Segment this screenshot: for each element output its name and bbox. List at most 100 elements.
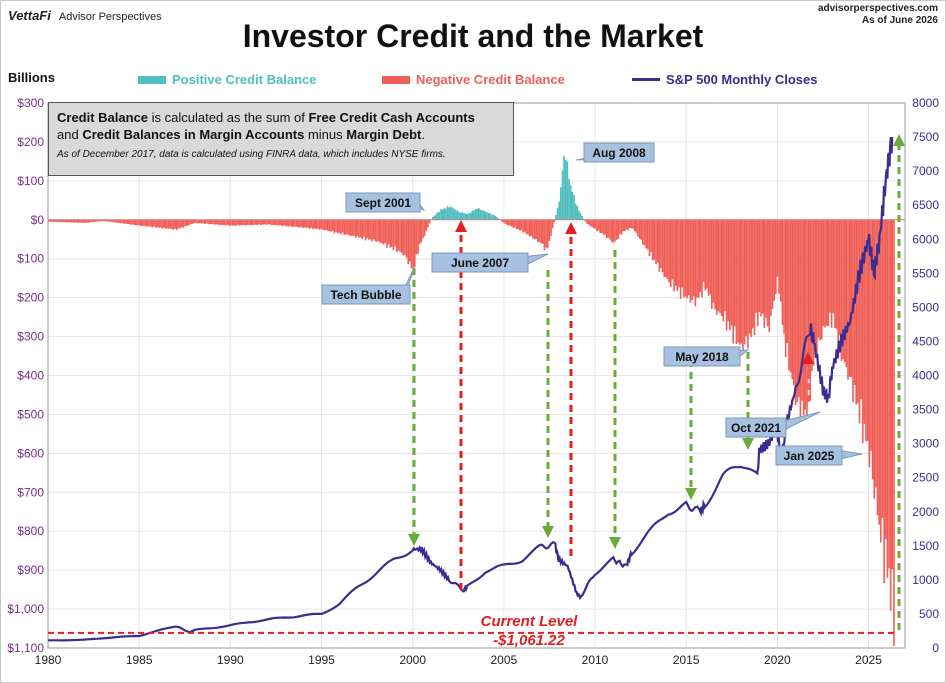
negative-credit-bar [794,219,797,405]
left-tick-label: $0 [31,213,45,227]
negative-credit-bar [97,219,99,222]
negative-credit-bar [331,219,334,231]
negative-credit-bar [706,219,708,289]
info-note: As of December 2017, data is calculated … [57,149,446,160]
positive-credit-bar [481,210,483,220]
x-tick-label: 1985 [126,653,153,667]
negative-credit-bar [80,219,83,223]
negative-credit-bar [619,219,621,235]
positive-credit-bar [448,207,451,220]
negative-credit-bar [592,219,595,229]
negative-credit-bar [351,219,354,236]
negative-credit-bar [622,219,625,232]
positive-credit-bar [458,211,460,220]
negative-credit-bar [674,219,677,286]
negative-credit-bar [325,219,327,231]
info-text-3: minus [304,127,347,142]
negative-credit-bar [735,219,738,345]
negative-credit-bar [59,219,62,223]
negative-credit-bar [694,219,697,307]
may-2018-callout: May 2018 [663,346,750,367]
left-tick-label: $900 [17,563,44,577]
negative-credit-bar [381,219,383,244]
negative-credit-bar [240,219,242,226]
negative-credit-bar [673,219,675,292]
positive-credit-bar [492,214,495,220]
callout-box [345,192,421,213]
negative-credit-bar [802,219,805,416]
negative-credit-bar [660,219,662,269]
positive-credit-bar [440,209,442,220]
negative-credit-bar [755,219,757,313]
negative-credit-bar [93,219,96,222]
right-tick-label: 2500 [912,471,939,485]
negative-credit-bar [883,219,885,584]
positive-credit-bar [576,206,579,220]
negative-credit-bar [166,219,168,229]
negative-credit-bar [697,219,700,298]
info-term-margin-debt: Margin Debt [346,127,422,142]
negative-credit-bar [880,219,882,543]
callout-label: June 2007 [451,256,509,270]
negative-credit-bar [177,219,180,229]
negative-credit-bar [648,219,651,257]
negative-credit-bar [784,219,787,358]
negative-credit-bar [696,219,698,298]
positive-credit-bar [473,210,475,220]
positive-credit-bar [569,185,572,220]
negative-credit-bar [134,219,137,226]
negative-credit-bar [707,219,710,296]
negative-credit-bar [884,219,887,539]
positive-credit-bar [494,215,497,220]
negative-credit-bar [410,219,413,269]
negative-credit-bar [760,219,762,317]
negative-credit-bar [128,219,131,224]
negative-credit-bar [878,219,881,525]
negative-credit-bar [395,219,398,252]
negative-credit-bar [527,219,529,235]
negative-credit-bar [889,219,892,611]
negative-credit-bar [514,219,516,228]
negative-credit-bar [505,219,508,225]
negative-credit-bar [374,219,377,242]
negative-credit-bar [210,219,213,225]
legend-sp500-swatch [632,78,660,81]
x-tick-label: 1995 [308,653,335,667]
negative-credit-bar [317,219,319,229]
negative-credit-bar [797,219,800,398]
negative-credit-bar [665,219,667,278]
positive-credit-bar [443,208,446,220]
negative-credit-bar [830,219,833,328]
negative-credit-bar [873,219,876,499]
x-tick-label: 2010 [582,653,609,667]
negative-credit-bar [133,219,135,226]
negative-credit-bar [95,219,98,222]
negative-credit-bar [143,219,145,226]
negative-credit-bar [345,219,347,235]
negative-credit-bar [267,219,270,225]
negative-credit-bar [773,219,775,301]
negative-credit-bar [804,219,807,410]
negative-credit-bar [392,219,395,251]
negative-credit-bar [115,219,117,223]
callout-label: Jan 2025 [784,449,835,463]
negative-credit-bar [144,219,147,227]
negative-credit-bar [259,219,262,226]
chart-title: Investor Credit and the Market [242,18,704,54]
negative-credit-bar [624,219,626,232]
positive-credit-bar [578,210,580,220]
negative-credit-bar [228,219,231,226]
negative-credit-bar [400,219,403,253]
negative-credit-bar [422,219,424,239]
negative-credit-bar [553,219,556,223]
negative-credit-bar [48,219,50,222]
negative-credit-bar [192,219,195,224]
negative-credit-bar [858,219,861,424]
negative-credit-bar [701,219,703,298]
negative-credit-bar [881,219,884,518]
negative-credit-bar [750,219,753,337]
negative-credit-bar [364,219,367,241]
negative-credit-bar [233,219,236,226]
negative-credit-bar [277,219,280,226]
x-tick-label: 2000 [399,653,426,667]
